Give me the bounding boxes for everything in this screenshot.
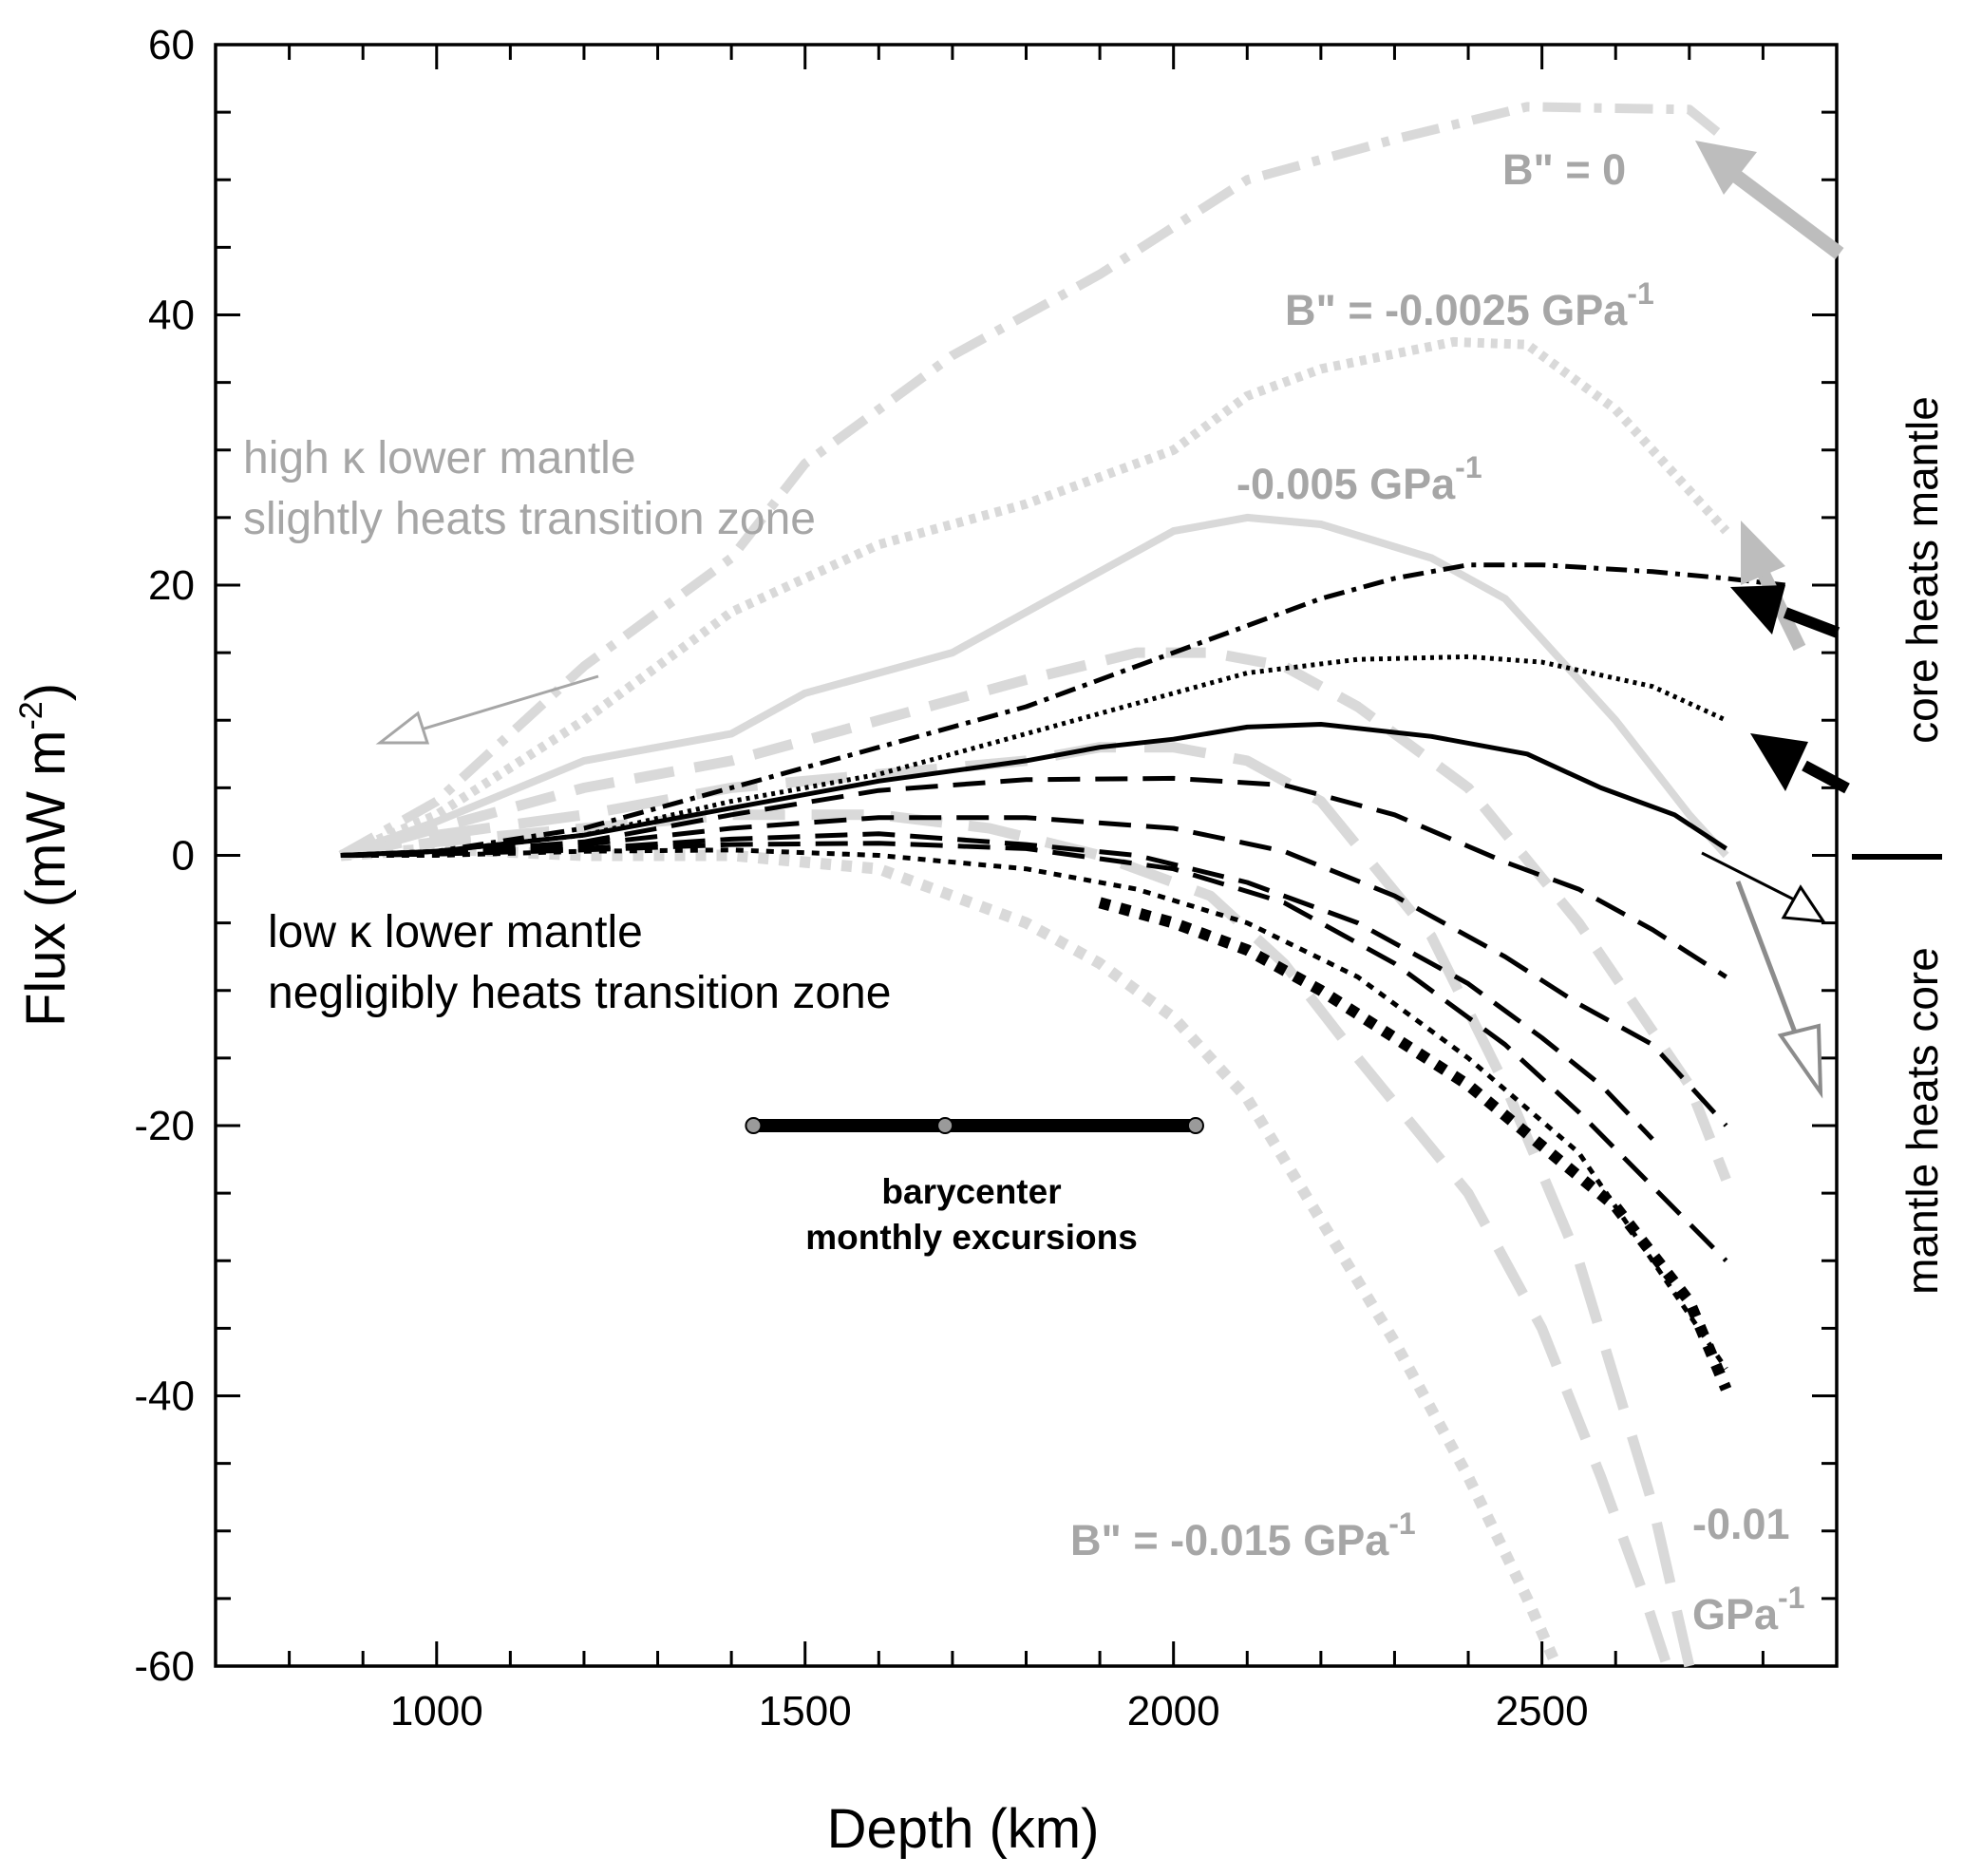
high-kappa-annotation-2: slightly heats transition zone bbox=[243, 494, 816, 544]
black-arrow-2-shaft bbox=[1802, 760, 1850, 794]
y-tick-label: 40 bbox=[148, 293, 195, 339]
b00025-arrow bbox=[1755, 566, 1806, 652]
annotation-arrows bbox=[375, 141, 1850, 1099]
series-line-high-4 bbox=[339, 742, 1695, 1668]
x-tick-label: 1500 bbox=[759, 1688, 852, 1734]
barycenter-bar bbox=[745, 1117, 1204, 1134]
x-tick-label: 1000 bbox=[390, 1688, 483, 1734]
b0-arrow-head bbox=[1695, 141, 1757, 195]
series-line-low-14 bbox=[340, 847, 1728, 1371]
x-tick-label: 2000 bbox=[1127, 1688, 1220, 1734]
y-tick-labels: 60 40 20 0 -20 -40 -60 bbox=[134, 22, 195, 1690]
y-axis-title-close: ) bbox=[15, 683, 77, 701]
black-arrow-1-shaft bbox=[1783, 607, 1840, 638]
mantle-heats-core-label: mantle heats core bbox=[1897, 947, 1947, 1295]
y-tick-label: 0 bbox=[172, 833, 195, 880]
y-axis-title: Flux (mW m-2) bbox=[13, 683, 77, 1027]
b00025-label: B" = -0.0025 GPa-1 bbox=[1285, 276, 1654, 334]
b0-label: B" = 0 bbox=[1502, 145, 1626, 194]
y-axis-title-sup: -2 bbox=[13, 701, 49, 730]
barycenter-point bbox=[1186, 1117, 1204, 1134]
y-tick-label: 20 bbox=[148, 562, 195, 609]
b0015-label: B" = -0.015 GPa-1 bbox=[1070, 1506, 1416, 1564]
open-arrow-black-shaft bbox=[1701, 851, 1801, 904]
x-tick-label: 2500 bbox=[1496, 1688, 1589, 1734]
y-axis-title-main: Flux (mW m bbox=[15, 730, 77, 1028]
series-line-high-0 bbox=[338, 102, 1729, 860]
barycenter-label-1: barycenter bbox=[881, 1172, 1061, 1211]
open-arrow-black-head bbox=[1781, 884, 1826, 923]
series-line-low-10 bbox=[340, 775, 1727, 979]
y-tick-label: 60 bbox=[148, 22, 195, 68]
low-kappa-annotation-1: low κ lower mantle bbox=[268, 907, 643, 957]
high-kappa-arrow-head bbox=[375, 711, 430, 745]
series-line-high-5 bbox=[340, 809, 1672, 1668]
tick-marks bbox=[216, 43, 1839, 1668]
high-kappa-annotation-1: high κ lower mantle bbox=[243, 433, 636, 483]
x-tick-labels: 1000 1500 2000 2500 bbox=[390, 1688, 1589, 1734]
b00025-arrow-head bbox=[1741, 521, 1785, 585]
series-line-high-6 bbox=[340, 843, 1562, 1669]
y-tick-label: -40 bbox=[134, 1374, 195, 1420]
core-heats-mantle-label: core heats mantle bbox=[1897, 396, 1947, 744]
b0005-label: -0.005 GPa-1 bbox=[1236, 450, 1482, 508]
series-line-low-11 bbox=[340, 815, 1728, 1127]
b0-arrow bbox=[1728, 168, 1844, 259]
series-line-high-1 bbox=[338, 336, 1730, 861]
series-line-low-8 bbox=[340, 654, 1727, 858]
barycenter-point bbox=[936, 1117, 954, 1134]
y-tick-label: -20 bbox=[134, 1103, 195, 1149]
x-axis-title: Depth (km) bbox=[827, 1798, 1100, 1860]
barycenter-point bbox=[745, 1117, 763, 1134]
series-group bbox=[338, 102, 1785, 1669]
open-arrow-gray-head bbox=[1777, 1023, 1823, 1099]
black-arrow-2-head bbox=[1750, 733, 1808, 791]
series-line-high-2 bbox=[339, 513, 1729, 860]
series-line-low-7 bbox=[340, 562, 1785, 858]
high-kappa-arrow-shaft bbox=[398, 674, 599, 738]
low-kappa-annotation-2: negligibly heats transition zone bbox=[268, 968, 891, 1018]
series-line-low-9 bbox=[340, 722, 1727, 858]
y-tick-label: -60 bbox=[134, 1643, 195, 1690]
black-arrow-1-head bbox=[1730, 585, 1785, 635]
open-arrow-gray-shaft bbox=[1735, 881, 1803, 1046]
b001-label-1: -0.01 bbox=[1692, 1500, 1790, 1548]
barycenter-label-2: monthly excursions bbox=[805, 1218, 1138, 1257]
b001-label-2: GPa-1 bbox=[1692, 1581, 1805, 1639]
